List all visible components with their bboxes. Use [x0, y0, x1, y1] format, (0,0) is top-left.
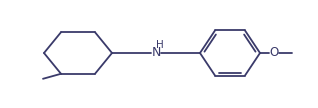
- Text: O: O: [269, 47, 279, 60]
- Text: H: H: [156, 40, 164, 50]
- Text: N: N: [151, 47, 161, 60]
